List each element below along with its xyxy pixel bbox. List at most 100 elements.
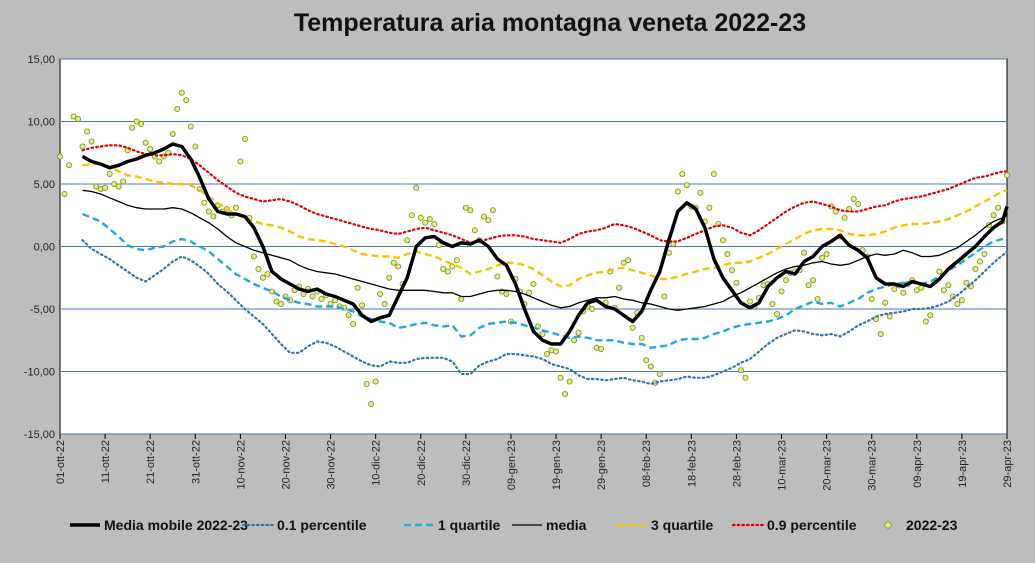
daily-point bbox=[467, 207, 474, 214]
daily-point bbox=[61, 190, 68, 197]
daily-point bbox=[458, 295, 465, 302]
daily-point bbox=[174, 106, 181, 113]
daily-point bbox=[381, 300, 388, 307]
daily-point bbox=[79, 143, 86, 150]
daily-point bbox=[471, 227, 478, 234]
daily-point bbox=[133, 118, 140, 125]
series-line-p09 bbox=[81, 144, 1009, 244]
daily-point bbox=[178, 89, 185, 96]
x-tick-label: 09-gen-23 bbox=[506, 440, 518, 490]
daily-point bbox=[746, 298, 753, 305]
daily-point bbox=[882, 299, 889, 306]
daily-point bbox=[643, 357, 650, 364]
daily-point bbox=[544, 350, 551, 357]
daily-point bbox=[963, 279, 970, 286]
daily-point bbox=[201, 199, 208, 206]
daily-point bbox=[697, 189, 704, 196]
daily-point bbox=[539, 330, 546, 337]
x-tick-label: 08-feb-23 bbox=[641, 440, 653, 487]
daily-point bbox=[93, 183, 100, 190]
daily-point bbox=[417, 214, 424, 221]
daily-point bbox=[810, 277, 817, 284]
series-line-mean bbox=[82, 189, 1008, 311]
daily-point bbox=[453, 257, 460, 264]
daily-point bbox=[431, 220, 438, 227]
daily-point bbox=[264, 270, 271, 277]
daily-point bbox=[345, 312, 352, 319]
daily-point bbox=[120, 178, 127, 185]
series-line-p01 bbox=[81, 239, 1009, 386]
daily-point bbox=[138, 121, 145, 128]
daily-point bbox=[503, 290, 510, 297]
daily-point bbox=[823, 250, 830, 257]
legend: Media mobile 2022-23 0.1 percentile 1 quar… bbox=[70, 517, 958, 533]
daily-point bbox=[566, 378, 573, 385]
x-tick-label: 01-ott-22 bbox=[55, 440, 67, 484]
daily-point bbox=[237, 158, 244, 165]
daily-point bbox=[66, 162, 73, 169]
daily-point bbox=[891, 285, 898, 292]
daily-point bbox=[783, 277, 790, 284]
daily-point bbox=[913, 287, 920, 294]
daily-point bbox=[363, 380, 370, 387]
x-tick-label: 30-nov-22 bbox=[326, 440, 338, 490]
daily-point bbox=[232, 204, 239, 211]
daily-point bbox=[462, 204, 469, 211]
series-line-q1 bbox=[82, 212, 1008, 349]
daily-point bbox=[801, 249, 808, 256]
daily-point bbox=[724, 250, 731, 257]
daily-point bbox=[395, 263, 402, 270]
legend-label-q1: 1 quartile bbox=[438, 517, 500, 533]
daily-point bbox=[111, 180, 118, 187]
y-tick-label: -10,00 bbox=[24, 367, 55, 379]
daily-point bbox=[183, 97, 190, 104]
daily-point bbox=[88, 138, 95, 145]
daily-point bbox=[638, 334, 645, 341]
daily-point bbox=[84, 128, 91, 135]
y-axis-ticks: -15,00 -10,00 -5,00 0,00 5,00 10,00 15,00 bbox=[24, 54, 55, 441]
legend-label-moving-avg: Media mobile 2022-23 bbox=[104, 517, 248, 533]
daily-point bbox=[372, 378, 379, 385]
daily-point bbox=[742, 374, 749, 381]
daily-point bbox=[408, 212, 415, 219]
daily-point bbox=[277, 300, 284, 307]
daily-point bbox=[404, 237, 411, 244]
daily-point bbox=[480, 213, 487, 220]
daily-point bbox=[981, 250, 988, 257]
daily-point bbox=[719, 237, 726, 244]
daily-point bbox=[557, 374, 564, 381]
daily-point bbox=[75, 116, 82, 123]
series-lines bbox=[81, 142, 1009, 386]
daily-point bbox=[927, 312, 934, 319]
daily-point bbox=[841, 214, 848, 221]
daily-point bbox=[936, 268, 943, 275]
daily-point bbox=[187, 123, 194, 130]
daily-point bbox=[368, 400, 375, 407]
daily-point bbox=[575, 329, 582, 336]
daily-point bbox=[390, 259, 397, 266]
daily-point bbox=[868, 295, 875, 302]
daily-point bbox=[413, 184, 420, 191]
y-tick-label: 5,00 bbox=[34, 179, 55, 191]
daily-point bbox=[629, 324, 636, 331]
daily-point bbox=[674, 188, 681, 195]
legend-label-daily: 2022-23 bbox=[906, 517, 958, 533]
daily-point bbox=[733, 279, 740, 286]
legend-label-q3: 3 quartile bbox=[651, 517, 713, 533]
daily-point bbox=[377, 290, 384, 297]
daily-point bbox=[976, 258, 983, 265]
daily-point bbox=[318, 295, 325, 302]
daily-point bbox=[972, 265, 979, 272]
x-tick-label: 29-apr-23 bbox=[1002, 440, 1014, 488]
daily-point bbox=[359, 302, 366, 309]
x-tick-label: 19-apr-23 bbox=[957, 440, 969, 488]
daily-point bbox=[814, 295, 821, 302]
y-tick-label: -15,00 bbox=[24, 429, 55, 441]
daily-point bbox=[710, 170, 717, 177]
daily-point bbox=[255, 265, 262, 272]
x-tick-label: 10-mar-23 bbox=[777, 440, 789, 491]
daily-point bbox=[850, 195, 857, 202]
series-line-moving-avg bbox=[81, 142, 1009, 346]
daily-point bbox=[115, 183, 122, 190]
